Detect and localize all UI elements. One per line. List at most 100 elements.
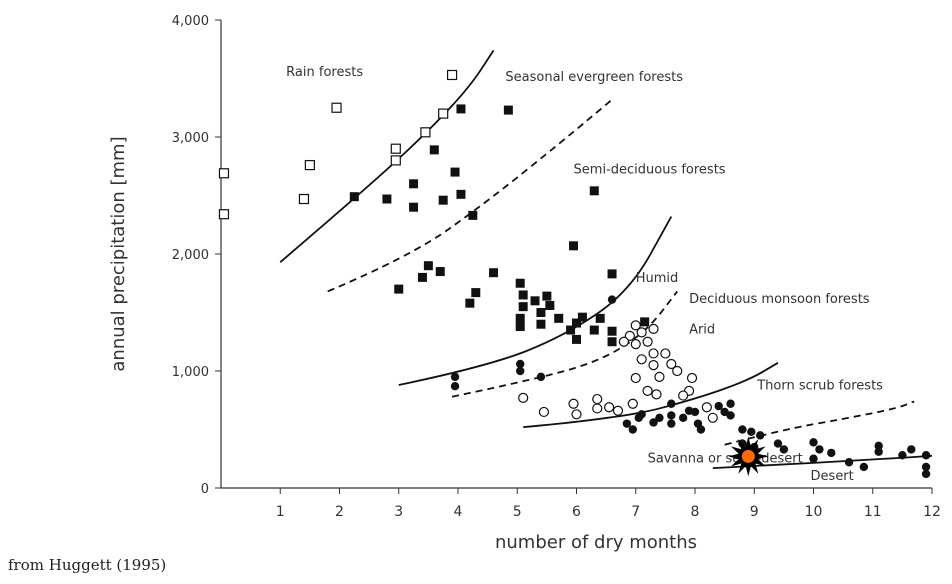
filled-circle-point xyxy=(921,469,931,479)
filled-circle-point xyxy=(827,448,836,458)
filled-square-point xyxy=(515,313,525,323)
open-circle-point xyxy=(707,412,718,423)
filled-square-point xyxy=(468,210,478,220)
filled-circle-point xyxy=(450,372,460,382)
filled-circle-point xyxy=(738,425,747,434)
open-circle-point xyxy=(648,348,659,359)
x-tick-label: 3 xyxy=(394,504,403,520)
filled-square-point xyxy=(382,194,392,204)
open-circle-point xyxy=(660,348,671,359)
open-circle-point xyxy=(630,320,641,331)
open-square-point xyxy=(438,108,449,119)
open-square-point xyxy=(420,127,431,138)
filled-square-point xyxy=(435,267,445,277)
open-circle-point xyxy=(651,389,662,400)
y-tick-label: 3,000 xyxy=(172,131,209,146)
region-label: Seasonal evergreen forests xyxy=(505,70,683,85)
boundary-solid xyxy=(279,49,495,263)
open-square-point xyxy=(446,69,458,81)
open-circle-point xyxy=(654,371,665,382)
filled-square-point xyxy=(456,189,466,199)
x-tick-label: 7 xyxy=(631,504,640,520)
x-tick-label: 5 xyxy=(513,504,522,520)
boundary-solid xyxy=(398,216,673,386)
filled-square-point xyxy=(566,325,576,335)
filled-circle-point xyxy=(921,462,931,472)
filled-square-point xyxy=(450,167,460,177)
filled-circle-point xyxy=(714,401,723,411)
open-square-point xyxy=(218,168,230,179)
filled-square-point xyxy=(503,105,513,115)
open-circle-point xyxy=(518,392,529,404)
region-label: Humid xyxy=(636,271,679,286)
open-circle-point xyxy=(538,406,550,418)
open-circle-point xyxy=(630,338,641,350)
open-circle-point xyxy=(612,405,624,416)
open-circle-point xyxy=(636,354,647,365)
region-label: Deciduous monsoon forests xyxy=(689,292,870,307)
filled-circle-point xyxy=(874,441,883,451)
filled-circle-point xyxy=(622,419,632,428)
x-tick-label: 10 xyxy=(805,504,823,520)
x-tick-label: 8 xyxy=(691,504,700,520)
region-label: Desert xyxy=(811,469,854,484)
filled-circle-point xyxy=(773,439,783,448)
open-square-point xyxy=(304,159,315,171)
filled-square-point xyxy=(438,195,448,205)
open-square-point xyxy=(390,155,401,166)
open-circle-point xyxy=(648,360,659,371)
filled-circle-point xyxy=(628,425,637,434)
filled-square-point xyxy=(465,298,475,308)
region-label: Arid xyxy=(689,323,715,338)
filled-circle-point xyxy=(649,418,658,427)
filled-circle-point xyxy=(667,399,676,408)
boundary-solid xyxy=(712,454,933,470)
open-circle-point xyxy=(636,327,647,338)
filled-square-point xyxy=(589,325,599,335)
open-circle-point xyxy=(592,403,603,414)
filled-circle-point xyxy=(755,431,765,440)
filled-circle-point xyxy=(726,411,735,420)
open-circle-point xyxy=(648,323,659,334)
y-tick-label: 0 xyxy=(201,482,209,497)
filled-square-point xyxy=(409,179,419,189)
filled-square-point xyxy=(607,326,617,336)
filled-square-point xyxy=(515,322,525,332)
filled-circle-point xyxy=(809,454,818,463)
filled-square-point xyxy=(554,313,564,323)
region-labels: Rain forests Seasonal evergreen forests Se… xyxy=(286,65,883,484)
filled-square-point xyxy=(489,268,499,278)
filled-square-point xyxy=(349,192,359,202)
y-tick-label: 2,000 xyxy=(172,248,209,263)
filled-circle-point xyxy=(450,382,460,391)
filled-square-point xyxy=(417,272,427,282)
filled-circle-point xyxy=(815,445,824,454)
filled-circle-point xyxy=(516,359,525,369)
filled-circle-point xyxy=(809,438,818,447)
filled-circle-point xyxy=(667,411,676,420)
open-circle-point xyxy=(642,336,653,347)
filled-circle-point xyxy=(779,445,789,454)
filled-square-point xyxy=(429,145,439,155)
open-circle-point xyxy=(672,365,683,377)
filled-circle-point xyxy=(607,295,617,304)
filled-circle-point xyxy=(516,366,525,376)
y-tick-label: 1,000 xyxy=(172,365,209,380)
filled-circle-point xyxy=(921,451,931,460)
open-circle-point xyxy=(666,358,677,370)
x-tick-label: 12 xyxy=(923,504,941,520)
filled-square-point xyxy=(530,296,540,306)
filled-circle-point xyxy=(637,410,646,419)
open-circle-point xyxy=(630,372,641,384)
open-circle-point xyxy=(568,398,579,409)
source-note: from Huggett (1995) xyxy=(8,556,167,574)
filled-square-point xyxy=(577,312,587,322)
open-circle-point xyxy=(642,385,653,396)
filled-circle-point xyxy=(859,462,869,472)
filled-square-point xyxy=(536,319,546,329)
filled-square-point xyxy=(471,288,481,298)
filled-square-point xyxy=(569,241,579,251)
filled-square-point xyxy=(394,284,404,294)
filled-circle-point xyxy=(655,413,664,422)
filled-circle-point xyxy=(726,399,735,408)
